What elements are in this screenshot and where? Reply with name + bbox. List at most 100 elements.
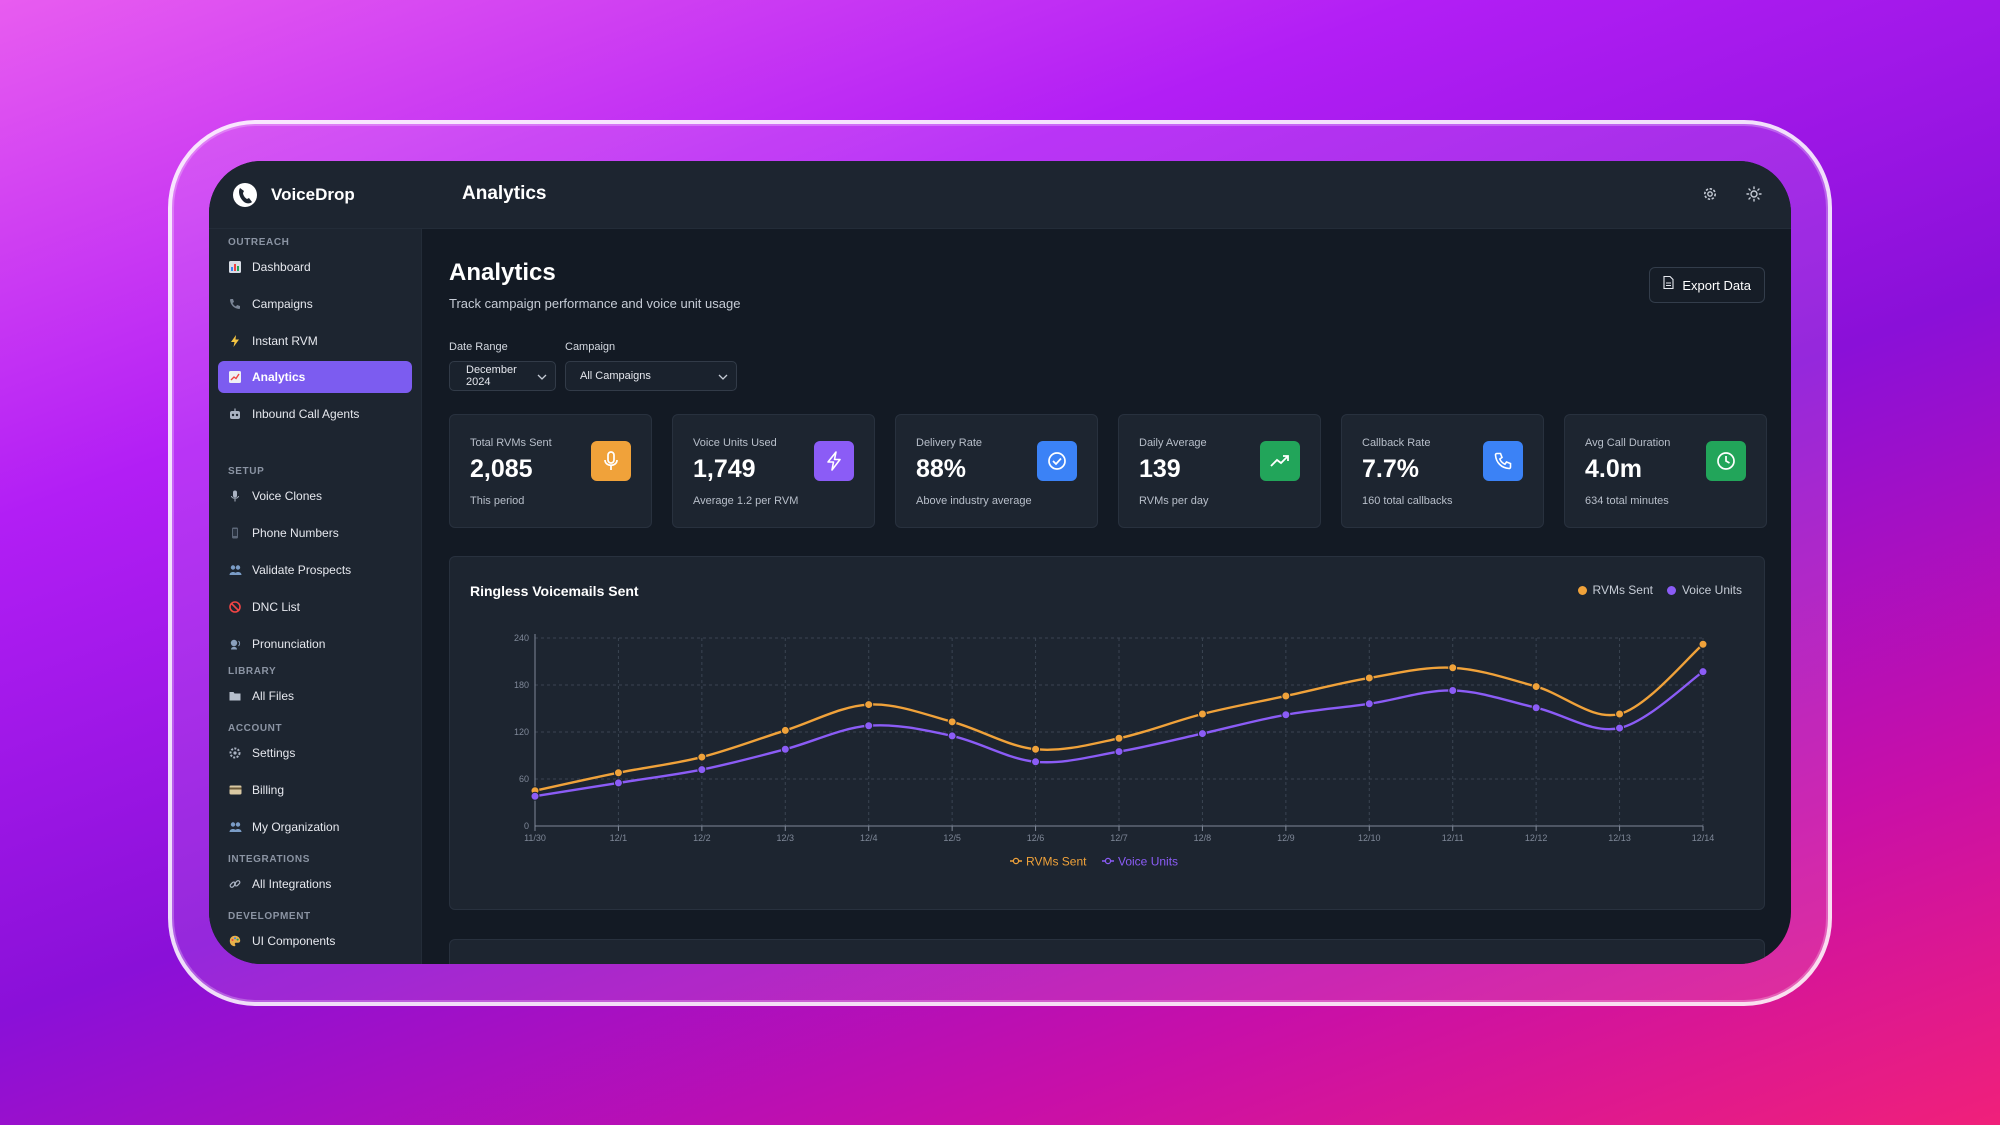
prohibited-icon — [228, 600, 242, 614]
legend-point-marker — [1105, 858, 1110, 863]
gear-icon[interactable] — [1699, 183, 1721, 205]
data-point — [698, 766, 706, 774]
x-tick-label: 12/14 — [1692, 833, 1715, 843]
data-point — [1365, 674, 1373, 682]
data-point — [1449, 686, 1457, 694]
campaign-select[interactable]: All Campaigns — [565, 361, 737, 391]
data-point — [1365, 700, 1373, 708]
data-point — [531, 792, 539, 800]
stat-card-voice-units-used: Voice Units Used 1,749 Average 1.2 per R… — [672, 414, 875, 528]
sidebar-item-dnc-list[interactable]: DNC List — [218, 591, 412, 623]
data-point — [1282, 692, 1290, 700]
gear-icon — [228, 746, 242, 760]
phone-icon — [1483, 441, 1523, 481]
data-point — [1616, 710, 1624, 718]
credit-card-icon — [228, 783, 242, 797]
y-tick-label: 240 — [514, 633, 529, 643]
sidebar-item-ui-components[interactable]: UI Components — [218, 925, 412, 957]
sidebar-item-all-integrations[interactable]: All Integrations — [218, 868, 412, 900]
robot-icon — [228, 407, 242, 421]
y-tick-label: 180 — [514, 680, 529, 690]
x-tick-label: 12/5 — [943, 833, 961, 843]
sidebar-item-campaigns[interactable]: Campaigns — [218, 288, 412, 320]
data-point — [1699, 640, 1707, 648]
stat-card-avg-call-duration: Avg Call Duration 4.0m 634 total minutes — [1564, 414, 1767, 528]
app-window: VoiceDrop Analytics OUTREACH Dashboard C… — [209, 161, 1791, 964]
data-point — [1198, 730, 1206, 738]
data-point — [1115, 734, 1123, 742]
lightning-icon — [228, 334, 242, 348]
trend-chart-icon — [228, 370, 242, 384]
data-point — [1032, 758, 1040, 766]
check-circle-icon — [1037, 441, 1077, 481]
section-label-integrations: INTEGRATIONS — [228, 854, 310, 865]
header-title: Analytics — [462, 183, 546, 205]
stat-card-delivery-rate: Delivery Rate 88% Above industry average — [895, 414, 1098, 528]
campaign-label: Campaign — [565, 341, 615, 353]
users-icon — [228, 820, 242, 834]
data-point — [865, 722, 873, 730]
phone-icon — [228, 297, 242, 311]
x-tick-label: 12/10 — [1358, 833, 1381, 843]
section-label-account: ACCOUNT — [228, 723, 282, 734]
sidebar: OUTREACH Dashboard Campaigns Instant RVM… — [209, 229, 422, 964]
microphone-icon — [591, 441, 631, 481]
sidebar-item-phone-numbers[interactable]: Phone Numbers — [218, 517, 412, 549]
sidebar-item-inbound-call-agents[interactable]: Inbound Call Agents — [218, 398, 412, 430]
data-point — [948, 718, 956, 726]
sidebar-item-validate-prospects[interactable]: Validate Prospects — [218, 554, 412, 586]
sidebar-item-pronunciation[interactable]: Pronunciation — [218, 628, 412, 660]
sidebar-item-voice-clones[interactable]: Voice Clones — [218, 480, 412, 512]
data-point — [614, 779, 622, 787]
section-label-setup: SETUP — [228, 466, 264, 477]
brand[interactable]: VoiceDrop — [231, 181, 355, 209]
voicedrop-logo-icon — [231, 181, 259, 209]
chart-card-ringless-voicemails: Ringless Voicemails Sent RVMs Sent Voice… — [449, 556, 1765, 910]
date-range-select[interactable]: December 2024 — [449, 361, 556, 391]
sidebar-item-analytics[interactable]: Analytics — [218, 361, 412, 393]
speech-icon — [228, 637, 242, 651]
section-label-development: DEVELOPMENT — [228, 911, 311, 922]
y-tick-label: 60 — [519, 774, 529, 784]
sidebar-item-dashboard[interactable]: Dashboard — [218, 251, 412, 283]
x-tick-label: 12/2 — [693, 833, 711, 843]
section-label-library: LIBRARY — [228, 666, 276, 677]
data-point — [781, 745, 789, 753]
data-point — [865, 701, 873, 709]
data-point — [1616, 724, 1624, 732]
main-content: Analytics Track campaign performance and… — [422, 229, 1791, 964]
palette-icon — [228, 934, 242, 948]
data-point — [1198, 710, 1206, 718]
section-label-outreach: OUTREACH — [228, 237, 289, 248]
export-data-label: Export Data — [1682, 278, 1751, 293]
data-point — [1449, 664, 1457, 672]
mobile-phone-icon — [228, 526, 242, 540]
sidebar-item-settings[interactable]: Settings — [218, 737, 412, 769]
y-tick-label: 120 — [514, 727, 529, 737]
sun-icon[interactable] — [1743, 183, 1765, 205]
bar-chart-icon — [228, 260, 242, 274]
stat-card-callback-rate: Callback Rate 7.7% 160 total callbacks — [1341, 414, 1544, 528]
data-point — [781, 726, 789, 734]
users-icon — [228, 563, 242, 577]
legend-point-marker — [1013, 858, 1018, 863]
stat-card-total-rvms-sent: Total RVMs Sent 2,085 This period — [449, 414, 652, 528]
x-tick-label: 12/8 — [1194, 833, 1212, 843]
sidebar-item-my-organization[interactable]: My Organization — [218, 811, 412, 843]
data-point — [1532, 704, 1540, 712]
data-point — [948, 732, 956, 740]
chevron-down-icon — [537, 367, 547, 385]
x-tick-label: 12/13 — [1608, 833, 1631, 843]
export-data-button[interactable]: Export Data — [1649, 267, 1765, 303]
y-tick-label: 0 — [524, 821, 529, 831]
link-icon — [228, 877, 242, 891]
data-point — [698, 753, 706, 761]
sidebar-item-all-files[interactable]: All Files — [218, 680, 412, 712]
sidebar-item-instant-rvm[interactable]: Instant RVM — [218, 325, 412, 357]
sidebar-item-billing[interactable]: Billing — [218, 774, 412, 806]
data-point — [1115, 748, 1123, 756]
microphone-icon — [228, 489, 242, 503]
x-tick-label: 12/9 — [1277, 833, 1295, 843]
secondary-card — [449, 939, 1765, 964]
page-title: Analytics — [449, 259, 556, 287]
